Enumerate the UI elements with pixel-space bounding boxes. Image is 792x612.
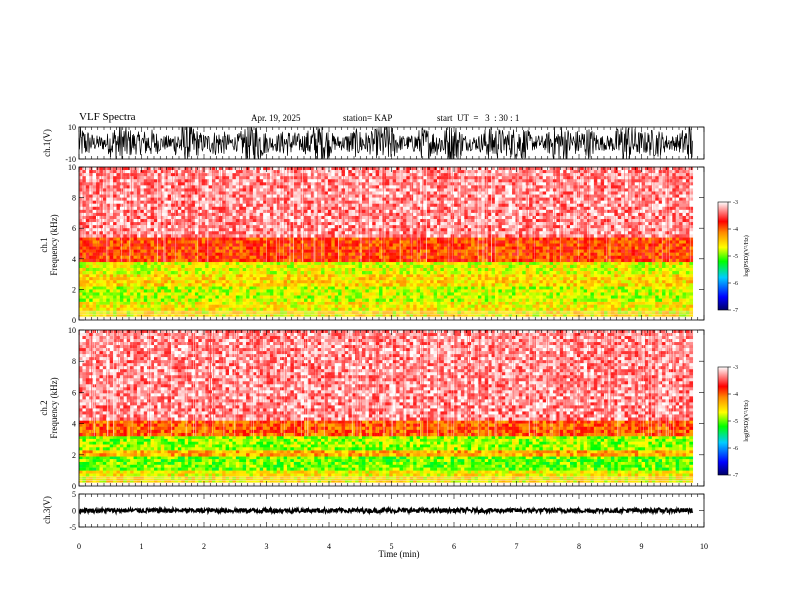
colorbar-tick-label: -4 xyxy=(733,227,738,233)
y-tick-label: 0 xyxy=(72,316,76,325)
y-tick-label: 6 xyxy=(72,388,76,397)
ch3-voltage-axis-label: ch.3(V) xyxy=(42,496,52,524)
y-tick-label: 0 xyxy=(72,482,76,491)
x-tick-label: 0 xyxy=(77,542,81,551)
ch2-spectrogram-panel: 0 2 4 6 8 10 xyxy=(68,326,705,491)
ch3-waveform-panel: 5 0 -5 xyxy=(69,490,705,532)
ch1-colorbar-label: log(PSD)(V²/Hz) xyxy=(743,235,750,276)
y-tick-label: -10 xyxy=(65,155,76,164)
figure-title: VLF Spectra xyxy=(79,111,136,123)
x-tick-label: 8 xyxy=(577,542,581,551)
colorbar-tick-label: -7 xyxy=(733,308,738,314)
ch2-frequency-axis-label-line1: ch.2 xyxy=(39,400,49,415)
date-label: Apr. 19, 2025 xyxy=(251,113,301,123)
colorbar-tick-label: -5 xyxy=(733,419,738,425)
y-tick-label: 10 xyxy=(68,123,76,132)
x-tick-label: 3 xyxy=(265,542,269,551)
colorbar-tick-label: -3 xyxy=(733,365,738,371)
colorbar-tick-label: -6 xyxy=(733,446,738,452)
x-tick-label: 10 xyxy=(700,542,708,551)
colorbar-tick-label: -7 xyxy=(733,473,738,479)
x-tick-label: 6 xyxy=(452,542,456,551)
ch1-frequency-axis-label-line1: ch.1 xyxy=(39,237,49,252)
station-label: station= KAP xyxy=(343,113,393,123)
ch1-frequency-axis-label-line2: Frequency (kHz) xyxy=(49,214,59,275)
y-tick-label: 10 xyxy=(68,163,76,172)
y-tick-label: 0 xyxy=(72,507,76,516)
ch1-waveform-panel: 10 -10 xyxy=(65,123,705,164)
colorbar-tick-label: -4 xyxy=(733,392,738,398)
x-tick-label: 4 xyxy=(327,542,331,551)
ch2-frequency-axis-label-line2: Frequency (kHz) xyxy=(49,377,59,438)
y-tick-label: 5 xyxy=(72,490,76,499)
ch1-voltage-axis-label: ch.1(V) xyxy=(42,129,52,157)
x-tick-label: 7 xyxy=(515,542,519,551)
y-tick-label: 2 xyxy=(72,285,76,294)
colorbar-tick-label: -5 xyxy=(733,254,738,260)
colorbar-tick-label: -3 xyxy=(733,200,738,206)
ch2-colorbar-label: log(PSD)(V²/Hz) xyxy=(743,400,750,441)
x-tick-label: 2 xyxy=(202,542,206,551)
y-tick-label: 4 xyxy=(72,420,76,429)
y-tick-label: 10 xyxy=(68,326,76,335)
ch1-spectrogram-panel: 0 2 4 6 8 10 xyxy=(68,163,705,325)
colorbar-tick-label: -6 xyxy=(733,281,738,287)
x-tick-label: 5 xyxy=(390,542,394,551)
time-axis-label: Time (min) xyxy=(379,549,420,559)
waveform-trace xyxy=(78,505,694,516)
y-tick-label: 4 xyxy=(72,255,76,264)
y-tick-label: 6 xyxy=(72,224,76,233)
y-tick-label: -5 xyxy=(69,523,76,532)
y-tick-label: 2 xyxy=(72,451,76,460)
y-tick-label: 8 xyxy=(72,194,76,203)
x-tick-label: 9 xyxy=(640,542,644,551)
time-axis: 0 1 2 3 4 5 6 7 8 9 10 xyxy=(77,542,708,551)
waveform-trace xyxy=(78,126,693,160)
x-tick-label: 1 xyxy=(140,542,144,551)
start-time-label: start UT = 3 : 30 : 1 xyxy=(437,113,520,123)
y-tick-label: 8 xyxy=(72,357,76,366)
